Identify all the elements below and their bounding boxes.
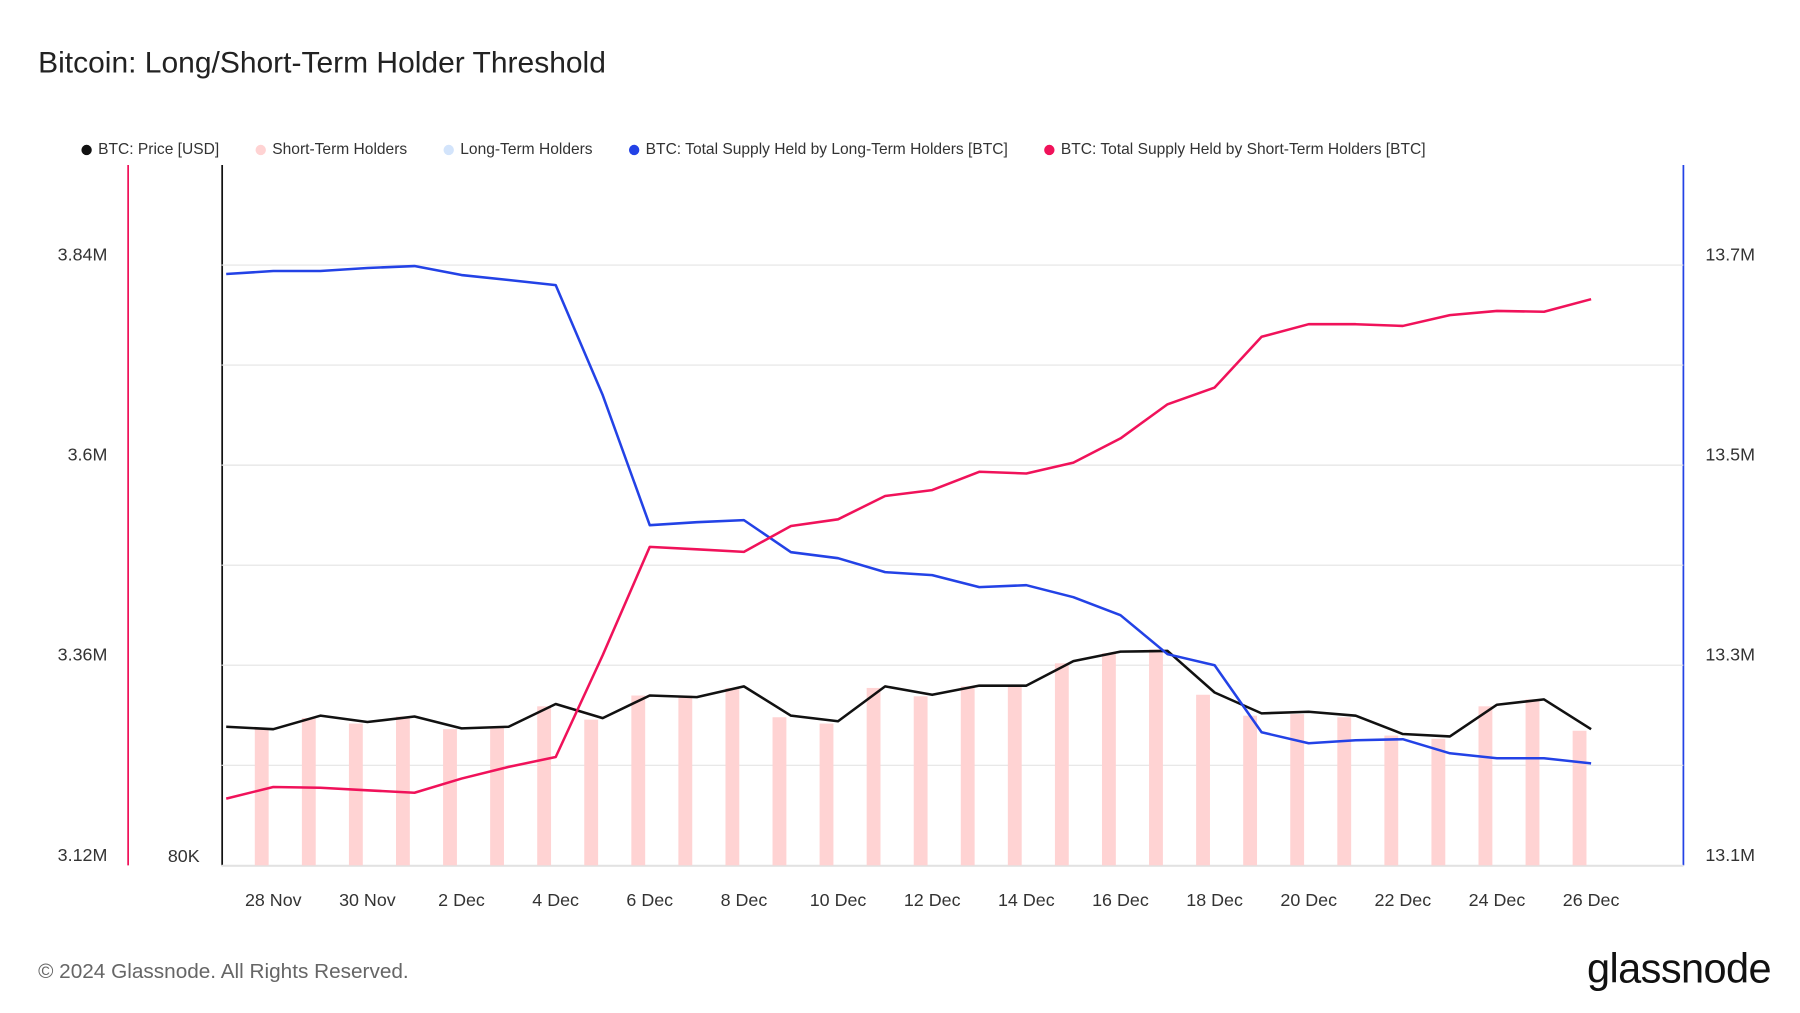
legend-label: BTC: Total Supply Held by Short-Term Hol… (1061, 141, 1426, 158)
bar (1243, 715, 1258, 866)
logo: glassnode (1587, 944, 1771, 991)
x-tick-label: 28 Nov (245, 890, 302, 910)
bar (490, 726, 504, 866)
bar (254, 729, 269, 866)
x-tick-label: 4 Dec (532, 890, 579, 910)
y2-tick-label: 13.7M (1705, 245, 1755, 265)
copyright: © 2024 Glassnode. All Rights Reserved. (38, 960, 409, 983)
bar (772, 717, 787, 866)
bar (1196, 694, 1210, 866)
bar (1007, 686, 1022, 866)
x-tick-label: 30 Nov (339, 890, 396, 910)
y-tick-label: 3.12M (58, 845, 108, 865)
x-tick-label: 8 Dec (721, 890, 768, 910)
bar (1431, 738, 1446, 866)
line (225, 297, 1592, 800)
bar (678, 695, 693, 866)
bar (631, 695, 646, 866)
legend-marker (255, 144, 266, 156)
legend-marker (81, 144, 92, 156)
bar (819, 723, 834, 866)
bar (1149, 649, 1163, 866)
x-tick-label: 6 Dec (626, 890, 673, 910)
bar (725, 687, 740, 866)
bar (960, 686, 975, 866)
x-tick-label: 24 Dec (1469, 890, 1526, 910)
bar (1054, 663, 1069, 866)
x-tick-label: 10 Dec (810, 890, 867, 910)
legend-label: Long-Term Holders (460, 141, 593, 158)
price-tick-label: 80K (168, 846, 200, 866)
y-tick-label: 3.6M (68, 445, 108, 465)
legend-marker (1044, 144, 1055, 156)
bar (913, 696, 928, 866)
bar (1101, 653, 1116, 866)
chart-title: Bitcoin: Long/Short-Term Holder Threshol… (38, 47, 606, 80)
y-tick-label: 3.36M (58, 645, 108, 665)
bar (1478, 706, 1493, 866)
x-tick-label: 22 Dec (1375, 890, 1432, 910)
x-tick-label: 12 Dec (904, 890, 961, 910)
bar (443, 729, 457, 866)
x-tick-label: 2 Dec (438, 890, 485, 910)
bar (537, 706, 552, 866)
y2-tick-label: 13.1M (1705, 845, 1755, 865)
x-tick-label: 20 Dec (1280, 890, 1337, 910)
legend-label: Short-Term Holders (272, 141, 407, 158)
legend-label: BTC: Price [USD] (98, 141, 219, 158)
y2-tick-label: 13.5M (1705, 445, 1755, 465)
bar (1572, 730, 1587, 866)
bar (348, 723, 363, 866)
bar (301, 718, 316, 866)
x-tick-label: 26 Dec (1563, 890, 1620, 910)
x-tick-label: 16 Dec (1092, 890, 1149, 910)
y-tick-label: 3.84M (58, 245, 108, 265)
bar (1290, 714, 1305, 866)
y2-tick-label: 13.3M (1705, 645, 1755, 665)
x-tick-label: 14 Dec (998, 890, 1055, 910)
bar (1525, 699, 1540, 866)
grid (221, 264, 1684, 866)
bar (1337, 717, 1352, 866)
legend-marker (628, 144, 640, 156)
bar (1384, 735, 1399, 866)
bar (584, 719, 599, 866)
line (226, 264, 1592, 765)
legend-marker (443, 144, 454, 156)
x-tick-label: 18 Dec (1186, 890, 1243, 910)
legend-label: BTC: Total Supply Held by Long-Term Hold… (646, 141, 1008, 158)
bar (866, 687, 881, 866)
line (226, 649, 1592, 738)
